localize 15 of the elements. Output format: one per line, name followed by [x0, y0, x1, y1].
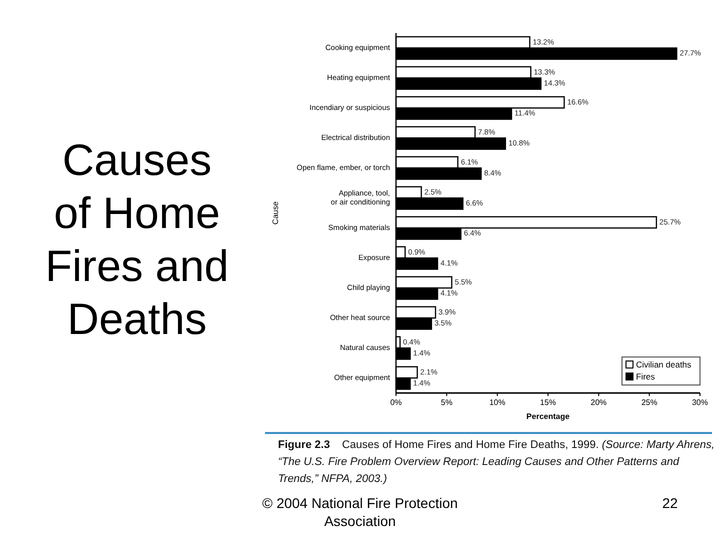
x-tick-label: 5%	[440, 398, 452, 408]
legend-label: Fires	[636, 371, 655, 382]
x-tick-label: 20%	[590, 398, 607, 408]
text: © 2004 National Fire Protection Association	[261, 494, 459, 530]
x-tick-label: 30%	[692, 398, 708, 408]
legend-label: Civilian deaths	[636, 359, 692, 370]
caption: Figure 2.3 Causes of Home Fires and Home Fire Deaths, 1999. (Source: Marty Ahrens, “The U.S. Fire Problem Overview Report: Leading Causes and Other Patterns and Trends,” NFPA, 2003.)	[278, 438, 716, 487]
x-tick-label: 0%	[390, 398, 402, 408]
x-tick-label: 15%	[540, 398, 556, 408]
x-axis-title: Percentage	[526, 412, 570, 422]
text: Causes of Home Fires and Deaths	[44, 135, 230, 346]
x-tick-label: 10%	[489, 398, 506, 408]
y-axis-title: Cause	[271, 200, 280, 225]
text: 22	[661, 494, 679, 512]
x-tick-label: 25%	[641, 398, 658, 408]
